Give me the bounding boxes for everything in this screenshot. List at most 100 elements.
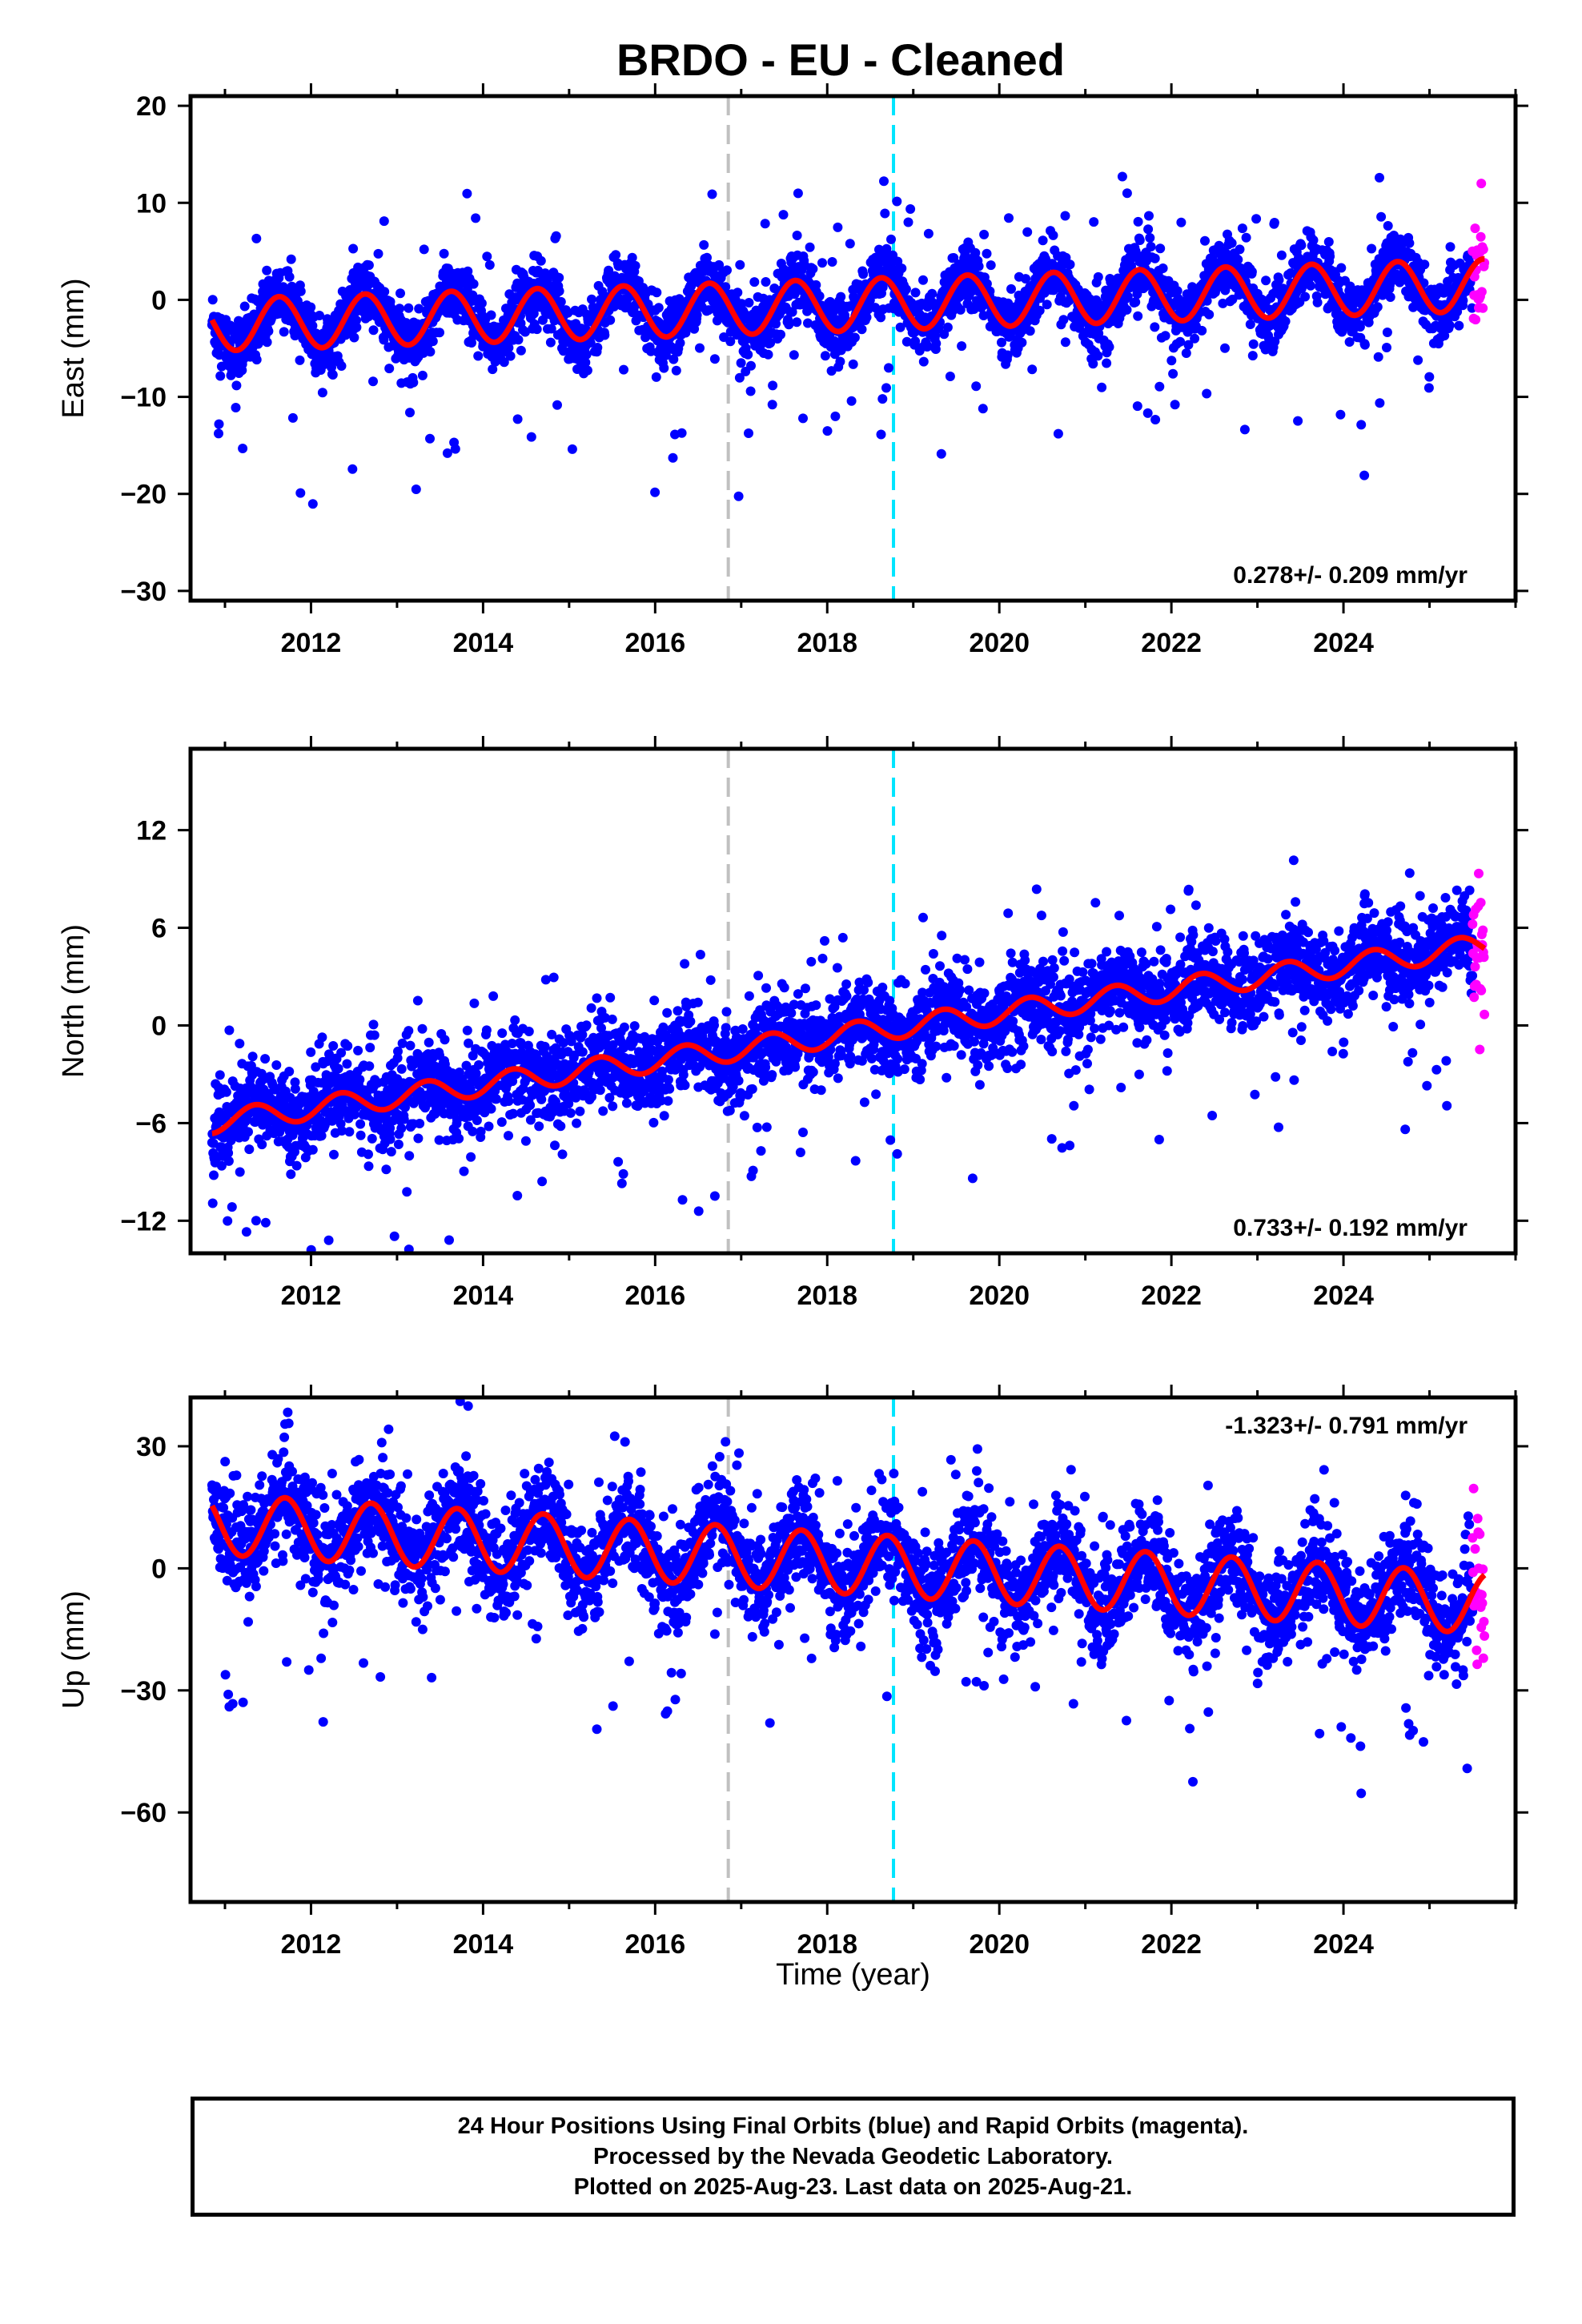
data-point-final [1002, 350, 1013, 360]
data-point-final [577, 1030, 588, 1040]
data-point-final [504, 343, 514, 353]
data-point-final [491, 1094, 501, 1104]
data-point-final [513, 335, 524, 345]
data-point-final [1293, 416, 1303, 426]
data-point-final [564, 1099, 574, 1109]
data-point-final [263, 326, 274, 336]
data-point-final [395, 304, 405, 314]
data-point-final [1166, 356, 1177, 366]
data-point-final [1172, 286, 1182, 296]
data-point-final [1133, 216, 1143, 227]
data-point-final [545, 337, 556, 348]
data-point-final [247, 1051, 258, 1062]
data-point-final [251, 1216, 261, 1226]
data-point-final [1383, 221, 1393, 231]
data-point-final [1336, 263, 1347, 273]
data-point-final [316, 1131, 327, 1141]
data-point-final [241, 1227, 251, 1237]
data-point-final [1356, 420, 1367, 430]
data-point-final [845, 239, 855, 249]
data-point-final [484, 1121, 494, 1132]
data-point-final [1323, 237, 1334, 247]
data-point-final [419, 244, 429, 255]
panel-north: 2012 2014 2016 2018 2020 2022 2024−12−60612Nor… [57, 736, 1528, 1311]
data-point-final [207, 1198, 218, 1208]
data-point-final [393, 1046, 403, 1056]
data-point-final [737, 299, 747, 309]
data-point-final [709, 354, 720, 364]
data-point-final [1445, 242, 1456, 252]
data-point-final [508, 1108, 518, 1119]
data-point-final [557, 1149, 568, 1160]
data-point-final [534, 1121, 544, 1132]
data-point-final [525, 1115, 536, 1125]
data-point-final [1241, 232, 1251, 243]
data-point-final [481, 1025, 492, 1035]
data-point-final [520, 1136, 531, 1146]
data-point-final [439, 248, 449, 259]
data-point-final [1181, 348, 1191, 358]
data-point-final [1122, 304, 1132, 315]
data-point-final [536, 1094, 547, 1104]
data-point-final [315, 311, 324, 320]
data-point-final [548, 972, 559, 983]
data-point-final [587, 294, 596, 304]
data-point-final [220, 1288, 230, 1297]
data-point-final [317, 388, 327, 398]
data-point-final [462, 188, 472, 199]
data-point-final [484, 259, 495, 270]
data-point-final [596, 1023, 606, 1033]
data-point-final [442, 448, 452, 458]
data-point-final [793, 188, 803, 199]
data-point-final [861, 312, 872, 323]
data-point-final [1274, 275, 1284, 285]
data-point-final [592, 343, 603, 352]
data-point-final [1227, 238, 1237, 248]
data-point-final [881, 243, 892, 254]
data-point-final [367, 1261, 377, 1271]
data-point-final [373, 248, 383, 259]
data-point-final [1233, 255, 1243, 265]
data-point-final [1132, 401, 1142, 412]
x-tick-label: 2012 [281, 628, 342, 658]
velocity-rate-label: 0.278+/- 0.209 mm/yr [1233, 562, 1468, 589]
data-point-final [386, 1147, 396, 1157]
data-point-final [348, 243, 359, 254]
y-tick-label: −20 [120, 480, 167, 510]
data-point-final [587, 1092, 596, 1102]
data-point-final [454, 1133, 464, 1144]
y-tick-label: −10 [120, 383, 167, 413]
data-point-final [923, 228, 934, 239]
data-point-final [767, 400, 777, 410]
data-point-final [760, 219, 770, 229]
data-point-final [471, 213, 481, 223]
data-point-final [214, 1107, 224, 1117]
data-point-final [554, 286, 564, 296]
data-point-final [214, 428, 223, 439]
data-point-final [700, 292, 709, 303]
data-point-final [1373, 352, 1383, 362]
data-point-final [618, 1168, 628, 1179]
x-tick-label: 2022 [1141, 628, 1202, 658]
data-point-final [1038, 235, 1048, 246]
panel-east: 2012 2014 2016 2018 2020 2022 2024−30−20−10010… [57, 83, 1528, 658]
data-point-final [404, 1151, 415, 1161]
data-point-final [235, 1167, 245, 1177]
data-point-final [251, 355, 262, 365]
data-point-final [876, 429, 886, 440]
data-point-final [424, 1037, 434, 1047]
y-axis-title: East (mm) [57, 278, 90, 418]
data-point-final [444, 1235, 454, 1245]
data-point-final [1467, 303, 1477, 313]
data-point-final [512, 414, 523, 424]
data-point-final [621, 1098, 632, 1108]
data-point-final [486, 1104, 496, 1114]
data-point-final [930, 331, 940, 341]
data-point-final [384, 364, 395, 374]
data-point-final [792, 231, 802, 240]
data-point-final [214, 350, 224, 360]
data-point-final [284, 1067, 295, 1076]
data-point-final [877, 394, 888, 404]
data-point-final [379, 287, 390, 297]
data-point-final [1158, 263, 1168, 273]
